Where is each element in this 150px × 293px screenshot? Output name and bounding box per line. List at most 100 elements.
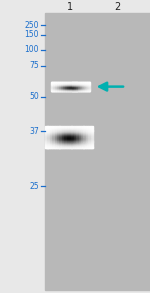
Bar xyxy=(83,140,86,141)
Bar xyxy=(79,132,81,133)
Bar xyxy=(71,127,74,128)
Bar xyxy=(47,128,50,129)
Bar xyxy=(69,143,72,144)
Bar xyxy=(55,141,57,142)
Bar xyxy=(88,142,91,143)
Bar xyxy=(55,130,57,131)
Bar xyxy=(88,147,91,148)
Bar xyxy=(79,147,81,148)
Bar xyxy=(47,146,50,147)
Bar xyxy=(91,145,93,146)
Bar xyxy=(62,132,64,133)
Bar xyxy=(76,146,79,147)
Bar xyxy=(62,126,64,127)
Bar xyxy=(91,129,93,130)
Bar xyxy=(76,135,79,136)
Bar xyxy=(76,147,79,148)
Bar xyxy=(67,128,69,129)
Bar xyxy=(45,134,48,135)
Bar xyxy=(67,147,69,148)
Bar xyxy=(50,144,52,145)
Bar xyxy=(88,130,91,131)
Bar xyxy=(91,142,93,143)
Bar xyxy=(59,127,62,128)
Bar xyxy=(64,130,67,131)
Bar xyxy=(79,146,81,147)
Bar xyxy=(67,142,69,143)
Bar xyxy=(57,142,60,143)
Bar xyxy=(64,147,67,148)
Bar xyxy=(67,134,69,135)
Bar xyxy=(50,130,52,131)
Bar xyxy=(71,130,74,131)
Bar xyxy=(83,142,86,143)
Bar xyxy=(71,145,74,146)
Bar xyxy=(79,141,81,142)
Bar xyxy=(69,140,72,141)
Bar xyxy=(91,144,93,145)
Bar xyxy=(57,130,60,131)
Bar xyxy=(86,141,88,142)
Bar xyxy=(57,136,60,137)
Bar xyxy=(83,137,86,138)
Bar xyxy=(74,146,76,147)
Bar xyxy=(62,137,64,138)
Bar xyxy=(91,146,93,147)
Bar xyxy=(64,144,67,145)
Bar xyxy=(91,131,93,132)
Bar xyxy=(67,138,69,139)
Bar xyxy=(67,137,69,138)
Bar xyxy=(79,136,81,137)
Bar xyxy=(81,130,84,131)
Bar xyxy=(86,128,88,129)
Bar xyxy=(81,130,84,131)
Bar xyxy=(79,135,81,136)
Bar xyxy=(67,133,69,134)
Bar xyxy=(47,129,50,130)
Bar xyxy=(91,128,93,129)
Bar xyxy=(52,139,55,140)
Bar xyxy=(79,138,81,139)
Bar xyxy=(67,126,69,127)
Bar xyxy=(67,129,69,130)
Bar xyxy=(86,144,88,145)
Bar xyxy=(59,136,62,137)
Bar xyxy=(83,126,86,127)
Bar xyxy=(52,126,55,127)
Bar xyxy=(83,143,86,144)
Bar xyxy=(57,134,60,135)
Bar xyxy=(64,137,67,138)
Bar xyxy=(91,136,93,137)
Bar xyxy=(71,147,74,148)
Bar xyxy=(88,130,91,131)
Bar xyxy=(79,134,81,135)
Bar xyxy=(71,144,74,145)
Bar xyxy=(57,147,60,148)
Bar xyxy=(62,130,64,131)
Bar xyxy=(69,139,72,140)
Bar xyxy=(86,139,88,140)
Bar xyxy=(67,132,69,133)
Bar xyxy=(50,137,52,138)
Bar xyxy=(57,145,60,146)
Bar xyxy=(59,135,62,136)
Bar xyxy=(52,141,55,142)
Bar xyxy=(86,137,88,138)
Bar xyxy=(45,130,48,131)
Bar xyxy=(69,134,72,135)
Bar xyxy=(45,146,48,147)
Bar xyxy=(74,127,76,128)
Bar xyxy=(62,135,64,136)
Bar xyxy=(79,130,81,131)
Bar xyxy=(83,135,86,136)
Bar xyxy=(83,138,86,139)
Bar xyxy=(45,139,48,140)
Bar xyxy=(88,126,91,127)
Bar xyxy=(74,130,76,131)
Bar xyxy=(74,132,76,133)
Bar xyxy=(47,127,50,128)
Text: 37: 37 xyxy=(29,127,39,136)
Text: 50: 50 xyxy=(29,92,39,101)
Bar xyxy=(57,146,60,147)
Bar xyxy=(55,131,57,132)
